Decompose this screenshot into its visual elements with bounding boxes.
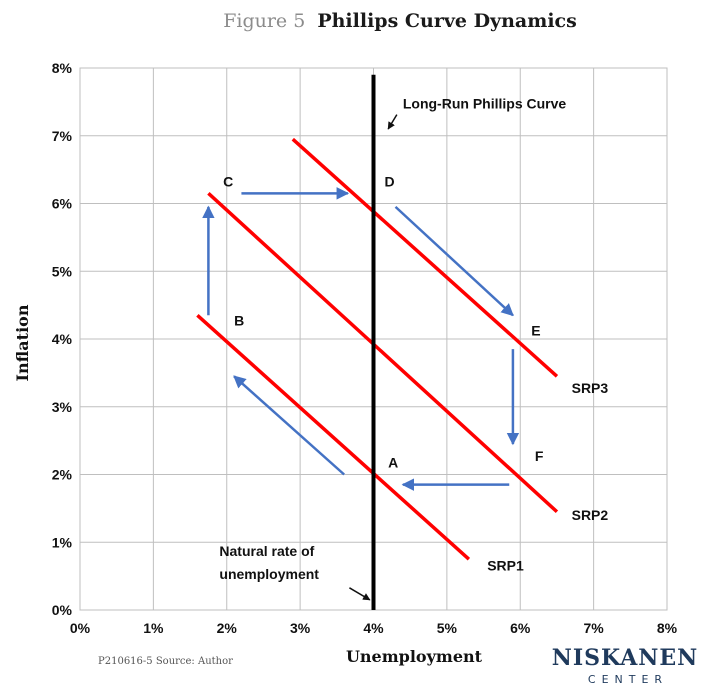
point-label-a: A	[388, 455, 398, 471]
x-tick-label: 4%	[363, 620, 384, 636]
source-note: P210616-5 Source: Author	[98, 656, 233, 667]
x-tick-label: 0%	[70, 620, 91, 636]
blue-arrows	[202, 187, 520, 491]
y-tick-label: 5%	[52, 263, 73, 279]
y-tick-label: 6%	[52, 196, 73, 212]
point-label-f: F	[535, 448, 544, 464]
y-tick-label: 1%	[52, 534, 73, 550]
x-axis-label: Unemployment	[346, 647, 483, 666]
annotation-line: unemployment	[219, 566, 319, 582]
annotation-arrow	[387, 114, 398, 130]
point-label-b: B	[234, 312, 244, 328]
series-label-srp3: SRP3	[572, 380, 609, 396]
x-tick-label: 1%	[143, 620, 164, 636]
y-tick-label: 2%	[52, 467, 73, 483]
point-label-d: D	[385, 174, 395, 190]
point-labels: A B C D E F	[223, 174, 544, 471]
niskanen-logo: NISKANEN CENTER	[552, 645, 699, 686]
annotation-line: Natural rate of	[219, 543, 314, 559]
blue-arrow	[233, 375, 345, 476]
chart-title: Figure 5 Phillips Curve Dynamics	[223, 10, 577, 32]
figure-number: Figure 5	[223, 10, 305, 32]
y-tick-label: 0%	[52, 602, 73, 618]
annotation-arrow	[349, 587, 371, 601]
x-tick-label: 6%	[510, 620, 531, 636]
series-label-srp2: SRP2	[572, 507, 609, 523]
series-line-srp1	[196, 313, 471, 561]
series-line-srp3	[291, 137, 559, 378]
series-line-srp2	[207, 192, 559, 514]
annotation-lrpc: Long-Run Phillips Curve	[403, 96, 567, 112]
annotation-natural-rate: Natural rate of unemployment	[219, 543, 319, 582]
y-tick-label: 8%	[52, 60, 73, 76]
y-tick-label: 3%	[52, 399, 73, 415]
series-lines: SRP1 SRP2 SRP3	[196, 74, 609, 610]
x-tick-label: 7%	[584, 620, 605, 636]
x-tick-label: 2%	[217, 620, 238, 636]
y-tick-labels: 0% 1% 2% 3% 4% 5% 6% 7% 8%	[52, 60, 73, 618]
x-tick-label: 8%	[657, 620, 678, 636]
x-tick-labels: 0% 1% 2% 3% 4% 5% 6% 7% 8%	[70, 620, 678, 636]
figure-title: Phillips Curve Dynamics	[317, 10, 577, 32]
y-tick-label: 7%	[52, 128, 73, 144]
point-label-c: C	[223, 174, 233, 190]
point-label-e: E	[531, 323, 540, 339]
series-label-srp1: SRP1	[487, 558, 524, 574]
y-axis-label: Inflation	[13, 304, 32, 381]
x-tick-label: 5%	[437, 620, 458, 636]
y-tick-label: 4%	[52, 331, 73, 347]
annotations: Long-Run Phillips Curve Natural rate of un…	[219, 96, 567, 601]
logo-sub: CENTER	[588, 673, 668, 686]
blue-arrow	[394, 205, 514, 317]
logo-name: NISKANEN	[552, 645, 699, 671]
x-tick-label: 3%	[290, 620, 311, 636]
